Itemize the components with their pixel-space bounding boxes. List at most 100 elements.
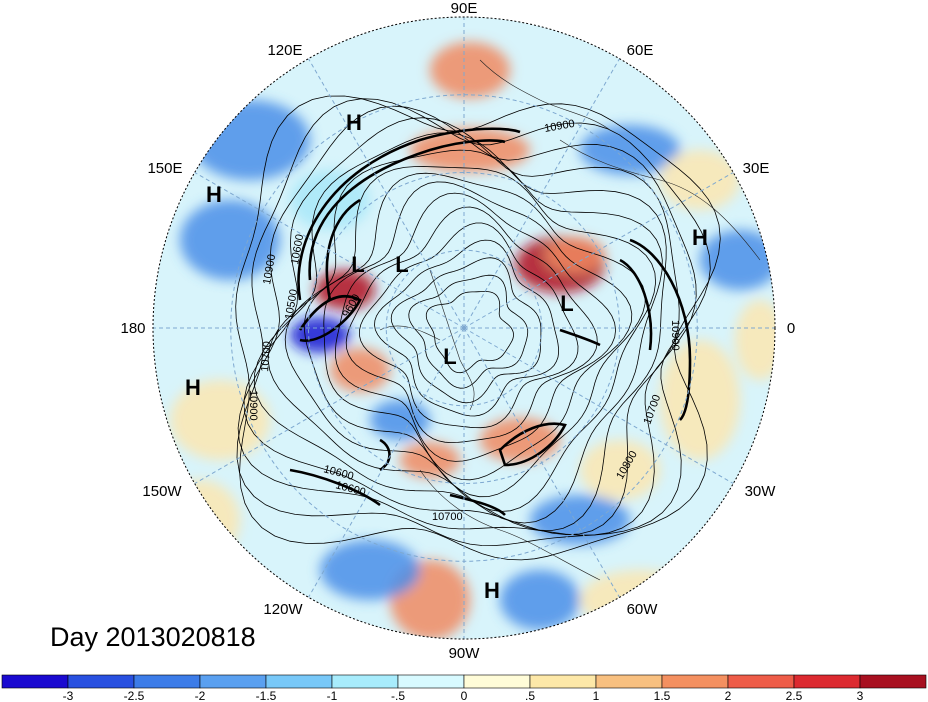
jet-contour: [297, 127, 521, 301]
anomaly-patch: [580, 440, 660, 500]
colorbar-swatch: [67, 674, 135, 689]
colorbar-tick-label: 0: [461, 689, 468, 702]
meridian-line: [308, 58, 465, 329]
high-pressure-label: H: [692, 225, 708, 250]
anomaly-patch: [530, 495, 630, 545]
jet-contour: [449, 493, 506, 516]
height-contour: [334, 192, 617, 462]
high-pressure-label: H: [484, 578, 500, 603]
colorbar-swatch: [661, 674, 729, 689]
colorbar-swatch: [727, 674, 795, 689]
lon-label-120e: 120E: [267, 42, 302, 59]
lon-label-60e: 60E: [627, 42, 654, 59]
colorbar-swatch: [595, 674, 663, 689]
lon-label-120w: 120W: [263, 601, 303, 618]
timestamp-label: Day 2013020818: [50, 622, 256, 652]
jet-contours: [289, 127, 692, 516]
coastlines: [379, 59, 761, 581]
contour-label: 10900: [669, 320, 681, 351]
height-contour: [235, 95, 721, 561]
colorbar-tick-label: -3: [63, 689, 74, 702]
high-pressure-label: H: [206, 182, 222, 207]
colorbar-tick-label: 3: [857, 689, 864, 702]
lon-label-180: 180: [120, 320, 145, 337]
coastline: [479, 59, 611, 131]
colorbar-swatch: [859, 674, 927, 689]
anomaly-patch: [500, 570, 580, 630]
colorbar-swatch: [133, 674, 201, 689]
colorbar-swatch: [265, 674, 333, 689]
contour-label: 10900: [261, 253, 278, 285]
high-pressure-label: H: [346, 110, 362, 135]
anomaly-patch: [180, 200, 280, 280]
colorbar-tick-label: -2.5: [124, 689, 145, 702]
contour-label: 10700: [432, 511, 463, 523]
colorbar-tick-label: 2: [725, 689, 732, 702]
low-pressure-label: L: [560, 291, 573, 316]
height-contour: [323, 181, 633, 481]
height-contour: [408, 274, 529, 389]
lon-label-150w: 150W: [142, 483, 182, 500]
anomaly-patch: [370, 400, 430, 440]
jet-contour: [308, 139, 506, 281]
colorbar-tick-label: 1.5: [654, 689, 671, 702]
height-contour: [358, 222, 579, 429]
colorbar-tick-label: .5: [525, 689, 535, 702]
colorbar-tick-label: -.5: [391, 689, 405, 702]
meridian-line: [463, 172, 734, 329]
anomaly-patch: [430, 42, 510, 98]
contour-label: 10900: [543, 118, 575, 135]
jet-contour: [619, 258, 653, 351]
height-contour: [267, 149, 663, 524]
anomaly-patch: [735, 300, 775, 380]
low-pressure-label: L: [395, 252, 408, 277]
anomaly-patch: [320, 540, 420, 600]
jet-contour: [498, 422, 567, 467]
anomaly-patch: [290, 317, 350, 353]
colorbar-swatch: [529, 674, 597, 689]
colorbar-swatch: [463, 674, 531, 689]
lon-label-0: 0: [787, 320, 795, 337]
colorbar-swatch: [1, 674, 69, 689]
height-contour: [284, 166, 657, 512]
height-contour: [303, 172, 646, 498]
height-contour: [374, 239, 560, 417]
colorbar-swatch: [199, 674, 267, 689]
anomaly-patch: [580, 125, 680, 175]
contour-label: 10900: [247, 390, 259, 421]
colorbar-swatch: [331, 674, 399, 689]
lon-label-90e: 90E: [451, 0, 478, 17]
anomaly-patch: [400, 442, 460, 478]
anomaly-patch: [410, 128, 530, 172]
height-contour: [425, 290, 514, 374]
contour-label: 10500: [283, 288, 300, 320]
anomaly-patch: [660, 340, 740, 460]
colorbar-swatch: [793, 674, 861, 689]
height-contour: [253, 132, 667, 532]
lon-label-90w: 90W: [449, 645, 481, 662]
lon-label-150e: 150E: [147, 160, 182, 177]
coastline: [429, 269, 475, 411]
anomaly-patch: [330, 348, 390, 392]
height-contours: [235, 95, 721, 561]
colorbar-tick-label: -1.5: [256, 689, 277, 702]
height-contour: [390, 257, 542, 404]
high-pressure-label: H: [185, 375, 201, 400]
anomaly-patch: [170, 380, 270, 460]
lon-label-30e: 30E: [743, 160, 770, 177]
anomaly-patch: [660, 150, 740, 210]
jet-contour: [559, 328, 601, 347]
graticule: [153, 17, 775, 639]
colorbar-swatch: [397, 674, 465, 689]
colorbar-tick-label: 1: [593, 689, 600, 702]
lon-label-30w: 30W: [745, 483, 777, 500]
map-boundary: [152, 16, 776, 640]
contour-label: 10700: [259, 341, 274, 373]
colorbar-tick-label: -2: [195, 689, 206, 702]
height-contour: [345, 206, 598, 444]
anomaly-patch: [545, 237, 605, 273]
meridian-line: [463, 327, 620, 598]
meridian-line: [308, 327, 465, 598]
low-pressure-label: L: [443, 344, 456, 369]
